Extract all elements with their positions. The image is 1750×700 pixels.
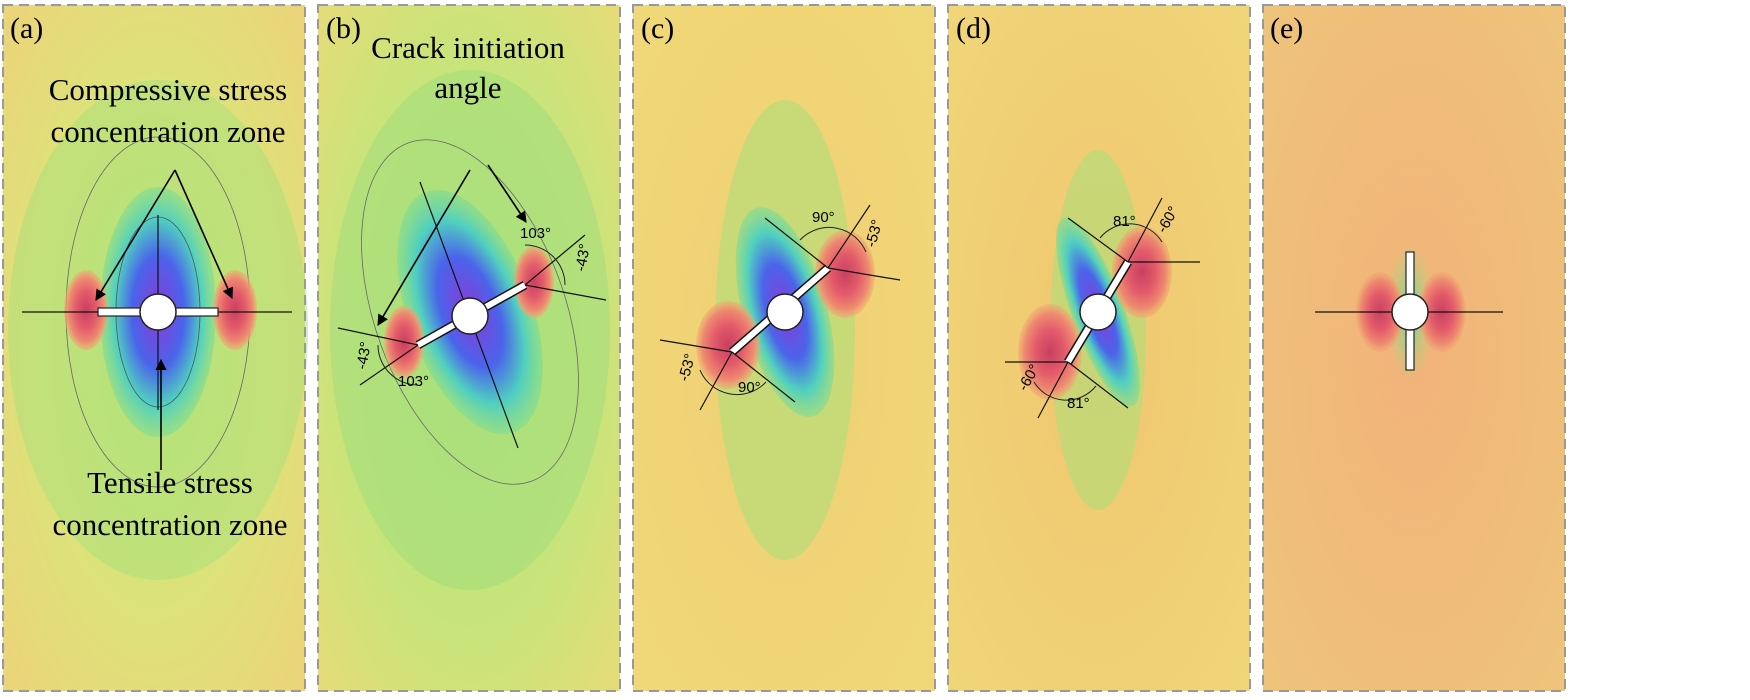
panel-d-branch-right [1127, 197, 1163, 263]
panel-d-arc-right [1099, 223, 1163, 243]
panel-a-arrow-left [95, 169, 176, 301]
panel-d-perp-right [1067, 217, 1129, 263]
panel-a-label: (a) [10, 12, 43, 45]
panel-b-branch-right [524, 234, 586, 286]
panel-a-annotation-tensile-2: concentration zone [53, 507, 288, 542]
panel-b-contour [361, 139, 579, 485]
panel-b-compressive-right [514, 246, 554, 318]
panel-d: 81° -60° 81° -60° (d) [947, 4, 1251, 692]
panel-d-branch-left [1037, 361, 1069, 419]
panel-d-borehole [1079, 293, 1117, 331]
panel-b-arrow-left [377, 169, 471, 326]
panel-e-label: (e) [1270, 12, 1303, 45]
panel-b-borehole [451, 297, 489, 335]
panel-d-angle-3: 81° [1067, 395, 1090, 412]
panel-a-annotation-compressive-2: concentration zone [51, 114, 286, 149]
panel-c-ref-line-left [659, 339, 733, 353]
panel-a-borehole [139, 293, 177, 331]
panel-b-arrow-right [487, 164, 527, 223]
panel-b-branch-left [359, 344, 419, 386]
panel-c-perp-left [731, 351, 796, 403]
panel-a-arrow-right [174, 169, 234, 300]
panel-d-compressive-left [1018, 304, 1082, 400]
panel-c-arc-right [799, 227, 867, 253]
panel-c-branch-right [827, 204, 871, 269]
panel-c-compressive-right [815, 230, 875, 318]
panel-e-borehole [1391, 293, 1429, 331]
panel-b-angle-2: -43° [572, 242, 594, 272]
panel-d-arc-left [1033, 381, 1097, 401]
panel-d-compressive-right [1112, 226, 1172, 318]
panel-a-annotation-compressive-1: Compressive stress [49, 72, 288, 107]
panel-b-label: (b) [326, 12, 361, 45]
panel-c-compressive-left [696, 301, 760, 389]
panel-b-ref-line-left [337, 327, 419, 346]
panel-b-angle-3: 103° [398, 373, 429, 390]
panel-c-perp-right [764, 217, 829, 269]
panel-b-border [317, 4, 621, 692]
panel-c-angle-2: -53° [862, 218, 886, 249]
panel-a-compressive-right [213, 270, 257, 350]
panel-c-label: (c) [641, 12, 674, 45]
panel-d-perp-left [1067, 361, 1129, 409]
panel-c-border [632, 4, 936, 692]
panel-d-angle-1: 81° [1113, 213, 1136, 230]
panel-c-angle-1: 90° [812, 209, 835, 226]
panel-d-label: (d) [956, 12, 991, 45]
panel-c-arc-left [699, 369, 767, 395]
panel-c: 90° -53° 90° -53° (c) [632, 4, 936, 692]
panel-c-angle-3: 90° [738, 379, 761, 396]
panel-c-borehole [766, 293, 804, 331]
panel-e-border [1262, 4, 1566, 692]
panel-a-annotation-tensile-1: Tensile stress [87, 465, 253, 500]
panel-e: (e) [1262, 4, 1566, 692]
panel-b-arc-right [524, 244, 566, 286]
panel-b-annotation-2: angle [434, 70, 501, 105]
panel-a-border [2, 4, 306, 692]
panel-c-ref-line-right [827, 267, 901, 281]
panel-c-branch-left [699, 351, 733, 411]
panel-b-angle-1: 103° [520, 225, 551, 242]
panel-b-ref-line-right [524, 284, 607, 301]
panel-b: 103° -43° 103° -43° (b) Crack initiation… [317, 4, 621, 692]
panel-b-angle-4: -43° [353, 340, 375, 370]
panel-d-border [947, 4, 1251, 692]
panel-b-arc-left [377, 344, 419, 386]
panel-b-annotation-1: Crack initiation [371, 30, 565, 65]
panel-c-angle-4: -53° [675, 352, 699, 383]
panel-a: (a) Compressive stress concentration zon… [2, 4, 308, 692]
